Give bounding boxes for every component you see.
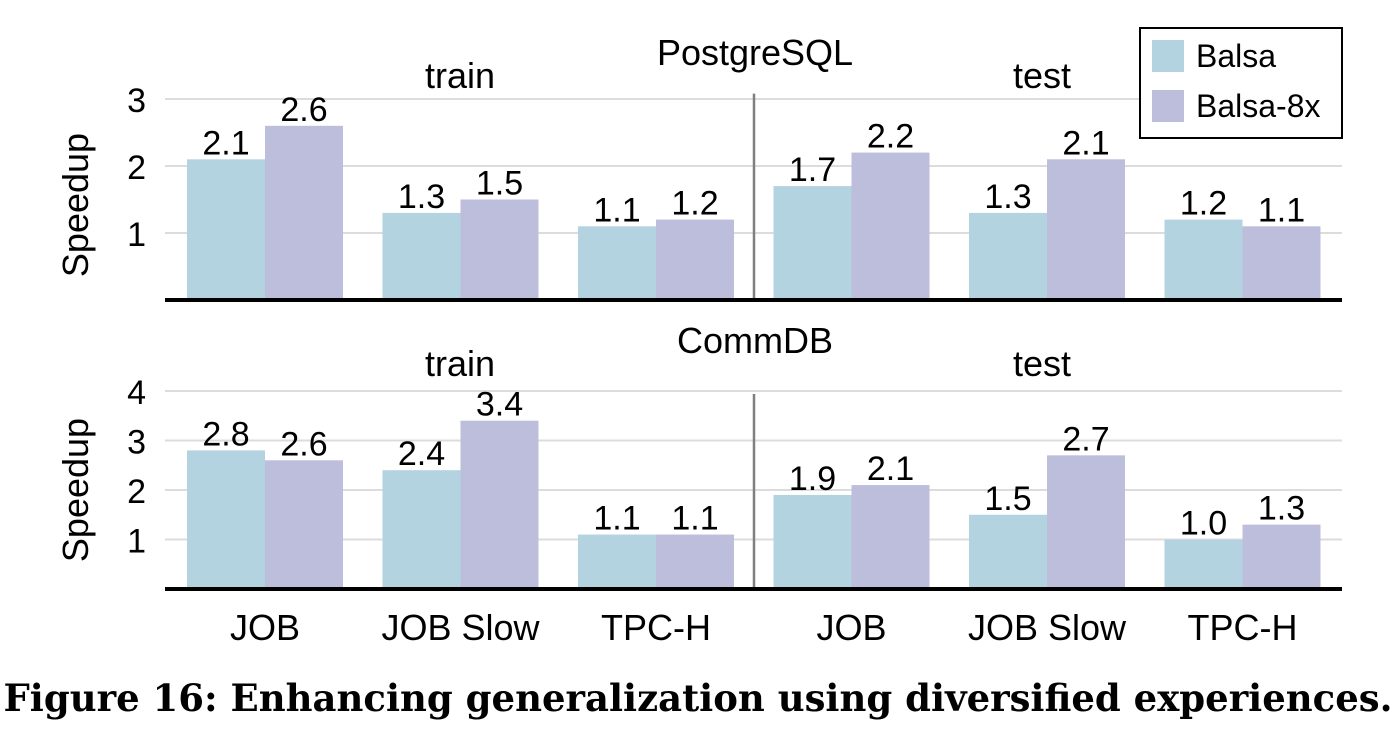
bar-value-label: 2.1 — [202, 124, 249, 162]
x-tick-label: JOB Slow — [968, 607, 1127, 648]
group-label-train: train — [425, 55, 495, 96]
bar-value-label: 1.3 — [1258, 490, 1305, 528]
y-tick-label: 3 — [127, 82, 146, 120]
y-tick-label: 1 — [127, 216, 146, 254]
bar-value-label: 1.3 — [398, 178, 445, 216]
bar-value-label: 1.2 — [671, 185, 718, 223]
group-label-train: train — [425, 343, 495, 384]
bar-balsa-8x — [265, 125, 343, 300]
bar-balsa — [773, 494, 852, 589]
bar-balsa-8x — [1242, 524, 1321, 589]
bar-value-label: 2.1 — [1062, 124, 1109, 162]
speedup-bar-chart: 1 2 3 2.1 1.3 1.1 1.7 1.3 1.2 2.6 1.5 1.2 2.2 2.1 1.1 P… — [55, 27, 1343, 648]
bar-value-label: 1.1 — [593, 191, 640, 229]
bar-balsa — [773, 186, 852, 300]
y-axis-label: Speedup — [55, 133, 96, 277]
bar-value-label: 2.4 — [398, 435, 445, 473]
bar-balsa-8x — [851, 485, 930, 589]
bar-value-label: 3.4 — [476, 386, 523, 424]
legend-swatch-balsa-8x — [1152, 90, 1184, 122]
bar-balsa-8x — [265, 460, 343, 589]
bar-balsa-8x — [656, 219, 734, 300]
bar-balsa — [969, 212, 1047, 300]
bar-balsa-8x — [1242, 226, 1321, 300]
bar-value-label: 2.7 — [1062, 420, 1109, 458]
legend-label: Balsa-8x — [1196, 88, 1321, 124]
bar-value-label: 1.1 — [1258, 191, 1305, 229]
bar-balsa-8x — [1047, 455, 1125, 589]
bar-value-label: 1.5 — [476, 165, 523, 203]
x-tick-label: TPC-H — [601, 607, 711, 648]
y-tick-label: 1 — [127, 523, 146, 561]
bar-value-label: 1.7 — [789, 151, 836, 189]
bar-value-label: 1.5 — [984, 480, 1031, 518]
bar-balsa-8x — [460, 420, 539, 589]
bar-value-label: 1.1 — [671, 500, 718, 538]
y-tick-label: 4 — [127, 374, 146, 412]
y-axis-label: Speedup — [55, 418, 96, 562]
bar-value-label: 2.6 — [280, 425, 327, 463]
bar-balsa — [1164, 219, 1243, 300]
bar-balsa-8x — [656, 534, 734, 589]
bar-balsa — [382, 212, 461, 300]
bar-value-label: 1.2 — [1180, 185, 1227, 223]
y-tick-label: 3 — [127, 424, 146, 462]
group-label-test: test — [1013, 343, 1071, 384]
panel-title: PostgreSQL — [657, 32, 853, 73]
x-tick-label: JOB Slow — [381, 607, 540, 648]
group-label-test: test — [1013, 55, 1071, 96]
x-tick-label: JOB — [230, 607, 300, 648]
bar-balsa — [1164, 539, 1243, 589]
bar-value-label: 1.1 — [593, 500, 640, 538]
bar-value-label: 2.2 — [867, 118, 914, 156]
panel-title: CommDB — [677, 320, 833, 361]
bar-balsa-8x — [1047, 159, 1125, 300]
legend-swatch-balsa — [1152, 40, 1184, 72]
bar-value-label: 1.3 — [984, 178, 1031, 216]
bar-balsa — [578, 226, 656, 300]
figure-caption: Figure 16: Enhancing generalization usin… — [3, 676, 1393, 720]
y-tick-label: 2 — [127, 149, 146, 187]
y-tick-label: 2 — [127, 473, 146, 511]
bar-value-label: 2.1 — [867, 450, 914, 488]
bar-value-label: 2.6 — [280, 91, 327, 129]
bar-balsa — [382, 470, 461, 589]
x-tick-label: TPC-H — [1188, 607, 1298, 648]
bar-balsa — [969, 514, 1047, 589]
bar-value-label: 1.9 — [789, 460, 836, 498]
bar-value-label: 2.8 — [202, 415, 249, 453]
bar-balsa-8x — [460, 199, 539, 300]
legend-label: Balsa — [1196, 38, 1276, 74]
bar-balsa — [578, 534, 656, 589]
x-tick-label: JOB — [816, 607, 886, 648]
bar-balsa-8x — [851, 152, 930, 300]
bar-balsa — [187, 450, 265, 589]
bar-value-label: 1.0 — [1180, 505, 1227, 543]
bar-balsa — [187, 159, 265, 300]
